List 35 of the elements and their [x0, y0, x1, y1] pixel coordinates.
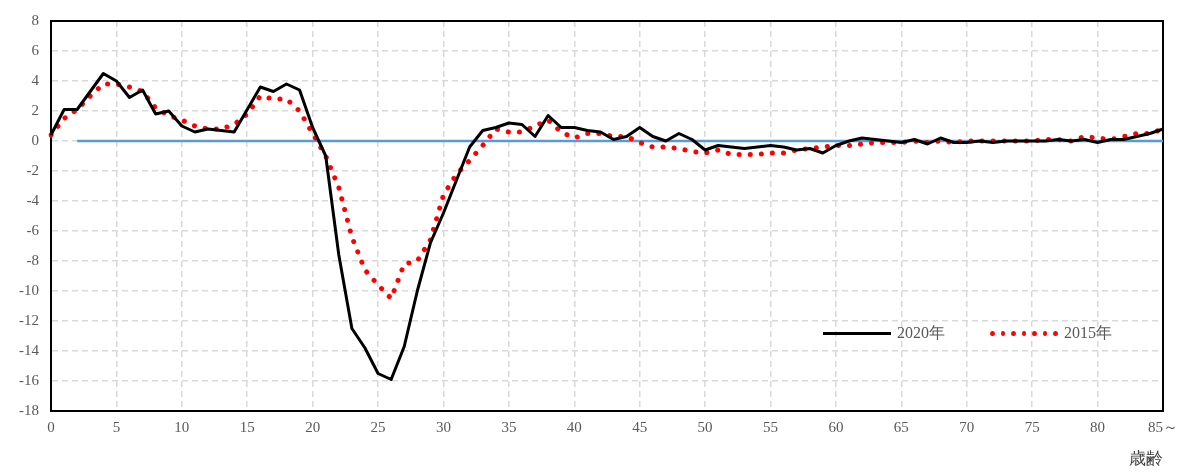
x-tick-label: 15	[239, 418, 255, 435]
y-tick-label: -8	[26, 251, 39, 268]
x-tick-label: 25	[370, 418, 386, 435]
x-tick-label: 40	[566, 418, 582, 435]
y-tick-label: -4	[26, 191, 40, 208]
x-tick-label: 85～	[1148, 418, 1178, 435]
x-tick-label: 65	[893, 418, 909, 435]
x-tick-label: 10	[174, 418, 190, 435]
legend-label: 2020年	[897, 323, 945, 343]
x-axis-title: 歳齢	[1129, 449, 1163, 469]
y-tick-label: -12	[19, 311, 39, 328]
y-tick-label: -10	[19, 281, 39, 298]
y-tick-label: -18	[19, 401, 39, 418]
y-tick-label: 6	[31, 41, 40, 58]
y-tick-label: -6	[26, 221, 40, 238]
y-tick-label: 4	[31, 71, 40, 88]
x-tick-label: 80	[1090, 418, 1106, 435]
x-tick-label: 0	[47, 418, 55, 435]
x-tick-label: 30	[435, 418, 451, 435]
legend-label: 2015年	[1064, 323, 1112, 343]
y-tick-label: 0	[31, 131, 39, 148]
x-tick-label: 70	[959, 418, 975, 435]
x-tick-label: 20	[305, 418, 321, 435]
x-tick-label: 75	[1024, 418, 1040, 435]
x-tick-label: 35	[501, 418, 517, 435]
y-tick-label: 8	[31, 11, 39, 28]
x-tick-label: 50	[697, 418, 713, 435]
y-tick-label: 2	[31, 101, 39, 118]
x-tick-label: 60	[828, 418, 844, 435]
y-tick-label: -2	[26, 161, 39, 178]
y-tick-label: -14	[19, 341, 40, 358]
x-tick-label: 45	[632, 418, 648, 435]
x-tick-label: 55	[763, 418, 779, 435]
x-tick-label: 5	[112, 418, 121, 435]
y-tick-label: -16	[19, 371, 40, 388]
